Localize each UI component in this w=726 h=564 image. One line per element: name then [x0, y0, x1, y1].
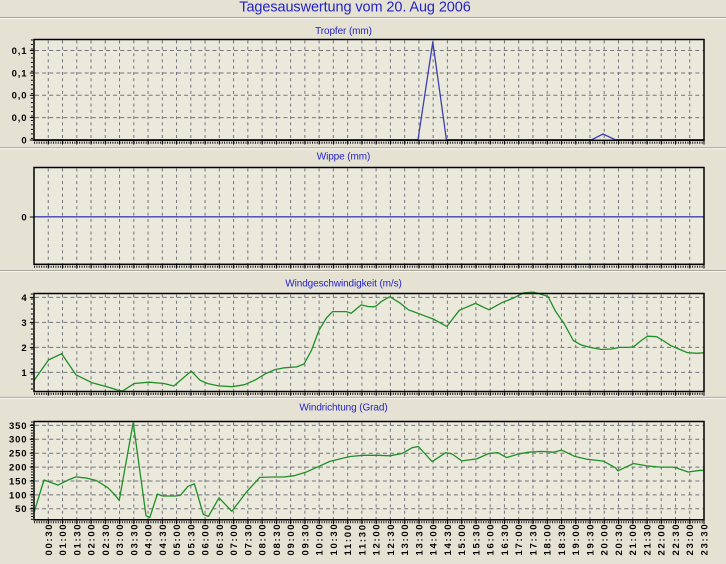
svg-text:07:00: 07:00: [229, 523, 240, 556]
svg-text:22:00: 22:00: [657, 523, 668, 556]
svg-text:23:00: 23:00: [685, 523, 696, 556]
svg-text:4: 4: [21, 293, 27, 304]
svg-text:3: 3: [21, 318, 27, 329]
svg-text:14:30: 14:30: [443, 523, 454, 556]
svg-text:16:30: 16:30: [500, 523, 511, 556]
svg-text:05:30: 05:30: [186, 523, 197, 556]
svg-text:09:30: 09:30: [300, 523, 311, 556]
svg-text:13:30: 13:30: [414, 523, 425, 556]
svg-text:0,1: 0,1: [12, 68, 28, 79]
svg-text:12:30: 12:30: [386, 523, 397, 556]
svg-text:06:30: 06:30: [215, 523, 226, 556]
svg-text:18:30: 18:30: [557, 523, 568, 556]
svg-text:04:30: 04:30: [158, 523, 169, 556]
svg-text:09:00: 09:00: [286, 523, 297, 556]
svg-text:20:00: 20:00: [600, 523, 611, 556]
svg-text:0,0: 0,0: [12, 91, 28, 102]
svg-text:17:30: 17:30: [528, 523, 539, 556]
svg-text:11:30: 11:30: [357, 523, 368, 555]
svg-text:200: 200: [9, 463, 28, 474]
svg-text:100: 100: [9, 490, 28, 501]
svg-text:00:30: 00:30: [44, 523, 55, 556]
svg-text:04:00: 04:00: [144, 523, 155, 556]
svg-text:06:00: 06:00: [201, 523, 212, 556]
svg-text:07:30: 07:30: [243, 523, 254, 556]
svg-text:01:00: 01:00: [58, 523, 69, 556]
svg-text:1: 1: [21, 368, 27, 379]
svg-text:10:00: 10:00: [315, 523, 326, 556]
svg-text:22:30: 22:30: [671, 523, 682, 556]
svg-text:250: 250: [9, 449, 28, 460]
svg-text:20:30: 20:30: [614, 523, 625, 556]
svg-text:300: 300: [9, 435, 28, 446]
svg-text:01:30: 01:30: [72, 523, 83, 556]
svg-text:03:30: 03:30: [129, 523, 140, 556]
svg-text:Windgeschwindigkeit (m/s): Windgeschwindigkeit (m/s): [285, 279, 401, 290]
svg-text:16:00: 16:00: [486, 523, 497, 556]
svg-text:13:00: 13:00: [400, 523, 411, 556]
svg-text:18:00: 18:00: [543, 523, 554, 556]
svg-text:17:00: 17:00: [514, 523, 525, 556]
svg-text:15:00: 15:00: [457, 523, 468, 556]
svg-text:0: 0: [21, 135, 27, 146]
svg-text:08:30: 08:30: [272, 523, 283, 556]
svg-text:0: 0: [21, 212, 27, 223]
svg-text:19:30: 19:30: [585, 523, 596, 556]
svg-text:150: 150: [9, 476, 28, 487]
svg-text:10:30: 10:30: [329, 523, 340, 556]
svg-text:Tropfer (mm): Tropfer (mm): [315, 26, 372, 37]
svg-text:Windrichtung (Grad): Windrichtung (Grad): [299, 403, 387, 414]
svg-text:03:00: 03:00: [115, 523, 126, 556]
svg-text:02:30: 02:30: [101, 523, 112, 556]
svg-text:08:00: 08:00: [258, 523, 269, 556]
svg-text:0,0: 0,0: [12, 113, 28, 124]
svg-text:05:00: 05:00: [172, 523, 183, 556]
svg-text:Wippe (mm): Wippe (mm): [317, 152, 370, 163]
svg-text:23:30: 23:30: [700, 523, 711, 556]
svg-text:Tagesauswertung vom 20. Aug 20: Tagesauswertung vom 20. Aug 2006: [239, 0, 470, 16]
svg-text:12:00: 12:00: [372, 523, 383, 556]
svg-text:21:30: 21:30: [642, 523, 653, 556]
svg-text:21:00: 21:00: [628, 523, 639, 556]
svg-text:2: 2: [21, 343, 27, 354]
svg-text:350: 350: [9, 421, 28, 432]
svg-text:50: 50: [15, 504, 27, 515]
svg-text:11:00: 11:00: [343, 523, 354, 555]
svg-text:0,1: 0,1: [12, 46, 28, 57]
svg-text:02:00: 02:00: [87, 523, 98, 556]
svg-text:19:00: 19:00: [571, 523, 582, 556]
svg-text:15:30: 15:30: [471, 523, 482, 556]
svg-text:14:00: 14:00: [429, 523, 440, 556]
